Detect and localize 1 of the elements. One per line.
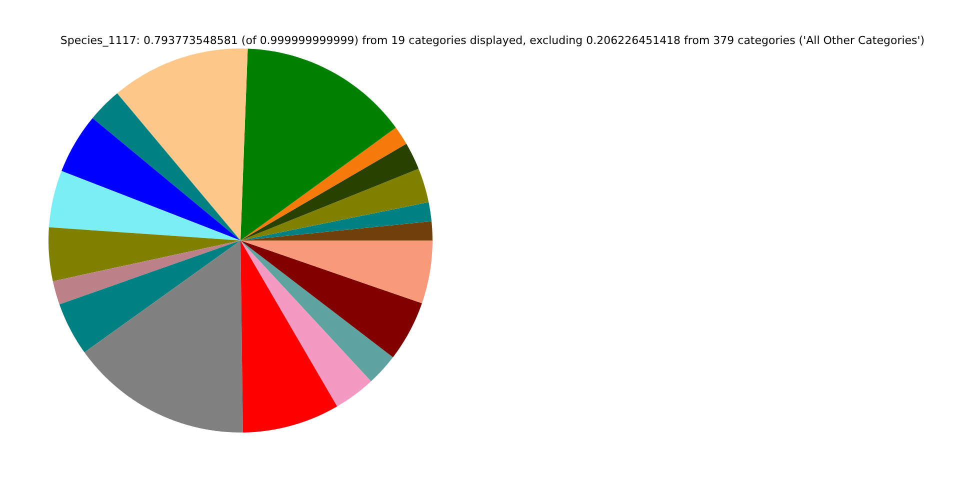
- text: Species_1117: 0.793773548581 (of 0.999999999999) from 19 categories displayed, excluding 0.206226451418 from 379 categories ('All Other Categories'): [60, 34, 925, 47]
